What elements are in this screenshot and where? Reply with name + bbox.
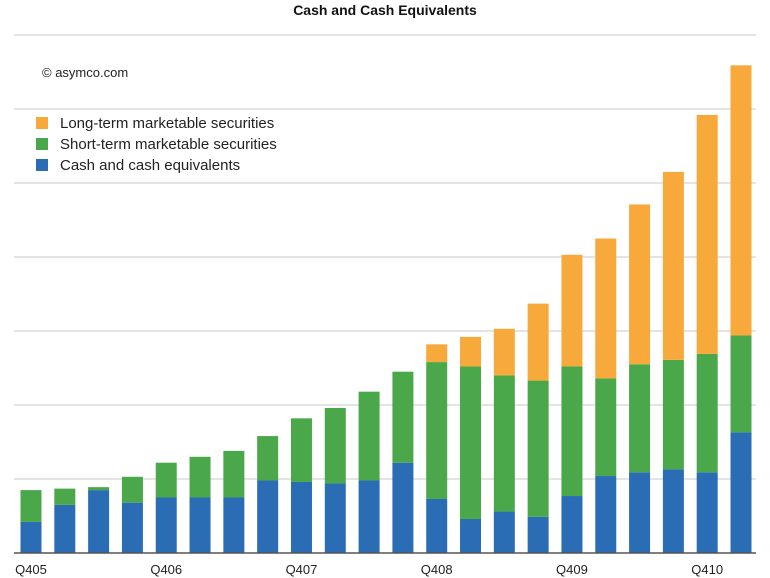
bar-long-term-q310 <box>662 171 684 360</box>
bar-cash-q309 <box>527 516 549 553</box>
bar-cash-q208 <box>358 480 380 553</box>
legend-item-long-term: Long-term marketable securities <box>36 115 274 132</box>
x-tick-label: Q406 <box>150 562 182 577</box>
bar-cash-q106 <box>54 504 76 553</box>
bar-cash-q308 <box>392 462 414 553</box>
bar-short-term-q208 <box>358 391 380 481</box>
bar-long-term-q410 <box>696 114 718 354</box>
bar-cash-q306 <box>121 502 143 553</box>
bar-cash-q410 <box>696 472 718 553</box>
bar-cash-q407 <box>290 481 312 553</box>
bar-cash-q110 <box>595 476 617 553</box>
legend-item-short-term: Short-term marketable securities <box>36 136 277 153</box>
bar-long-term-q408 <box>426 344 448 363</box>
bar-long-term-q110 <box>595 238 617 379</box>
bar-short-term-q109 <box>460 366 482 519</box>
x-tick-label: Q410 <box>691 562 723 577</box>
bar-long-term-q209 <box>493 328 515 376</box>
bar-short-term-q207 <box>223 450 245 498</box>
bar-short-term-q410 <box>696 353 718 473</box>
bar-long-term-q210 <box>629 204 651 365</box>
bar-cash-q210 <box>629 472 651 553</box>
bar-short-term-q406 <box>155 462 177 498</box>
bar-short-term-q405 <box>20 490 42 522</box>
chart-title: Cash and Cash Equivalents <box>293 2 477 18</box>
legend-swatch-cash <box>36 159 48 171</box>
bar-cash-q310 <box>662 469 684 553</box>
bar-cash-q107 <box>189 497 211 553</box>
bar-short-term-q110 <box>595 378 617 477</box>
bar-cash-q406 <box>155 497 177 553</box>
bar-long-term-q409 <box>561 254 583 367</box>
bar-short-term-q107 <box>189 456 211 498</box>
legend-item-cash: Cash and cash equivalents <box>36 157 240 174</box>
bar-short-term-q409 <box>561 366 583 497</box>
bars <box>20 65 752 553</box>
x-tick-labels: Q405 Q406 Q407 Q408 Q409 Q410 <box>15 562 723 577</box>
bar-long-term-q309 <box>527 303 549 381</box>
bar-short-term-q106 <box>54 488 76 505</box>
bar-cash-q307 <box>257 480 279 553</box>
bar-cash-q108 <box>324 483 346 553</box>
bar-short-term-q408 <box>426 362 448 499</box>
bar-short-term-q206 <box>88 487 110 491</box>
x-tick-label: Q409 <box>556 562 588 577</box>
bar-long-term-q111 <box>730 65 752 336</box>
bar-short-term-q111 <box>730 335 752 433</box>
bar-cash-q409 <box>561 496 583 553</box>
bar-short-term-q306 <box>121 476 143 503</box>
bar-short-term-q407 <box>290 418 312 482</box>
bar-short-term-q108 <box>324 407 346 484</box>
legend-swatch-long-term <box>36 117 48 129</box>
bar-cash-q408 <box>426 498 448 553</box>
legend-swatch-short-term <box>36 138 48 150</box>
bar-short-term-q210 <box>629 364 651 473</box>
bar-long-term-q109 <box>460 336 482 367</box>
x-tick-label: Q408 <box>421 562 453 577</box>
bar-short-term-q209 <box>493 375 515 512</box>
bar-cash-q109 <box>460 518 482 553</box>
legend-label-cash: Cash and cash equivalents <box>60 157 240 174</box>
bar-short-term-q307 <box>257 436 279 481</box>
legend: Long-term marketable securities Short-te… <box>36 115 277 174</box>
bar-short-term-q309 <box>527 380 549 517</box>
bar-cash-q206 <box>88 490 110 553</box>
bar-cash-q207 <box>223 497 245 553</box>
bar-short-term-q308 <box>392 371 414 463</box>
bar-cash-q111 <box>730 432 752 553</box>
x-tick-label: Q407 <box>286 562 318 577</box>
legend-label-long-term: Long-term marketable securities <box>60 115 274 132</box>
x-tick-label: Q405 <box>15 562 47 577</box>
bar-cash-q405 <box>20 521 42 553</box>
bar-cash-q209 <box>493 511 515 553</box>
copyright-text: © asymco.com <box>42 65 128 80</box>
bar-short-term-q310 <box>662 359 684 470</box>
legend-label-short-term: Short-term marketable securities <box>60 136 277 153</box>
